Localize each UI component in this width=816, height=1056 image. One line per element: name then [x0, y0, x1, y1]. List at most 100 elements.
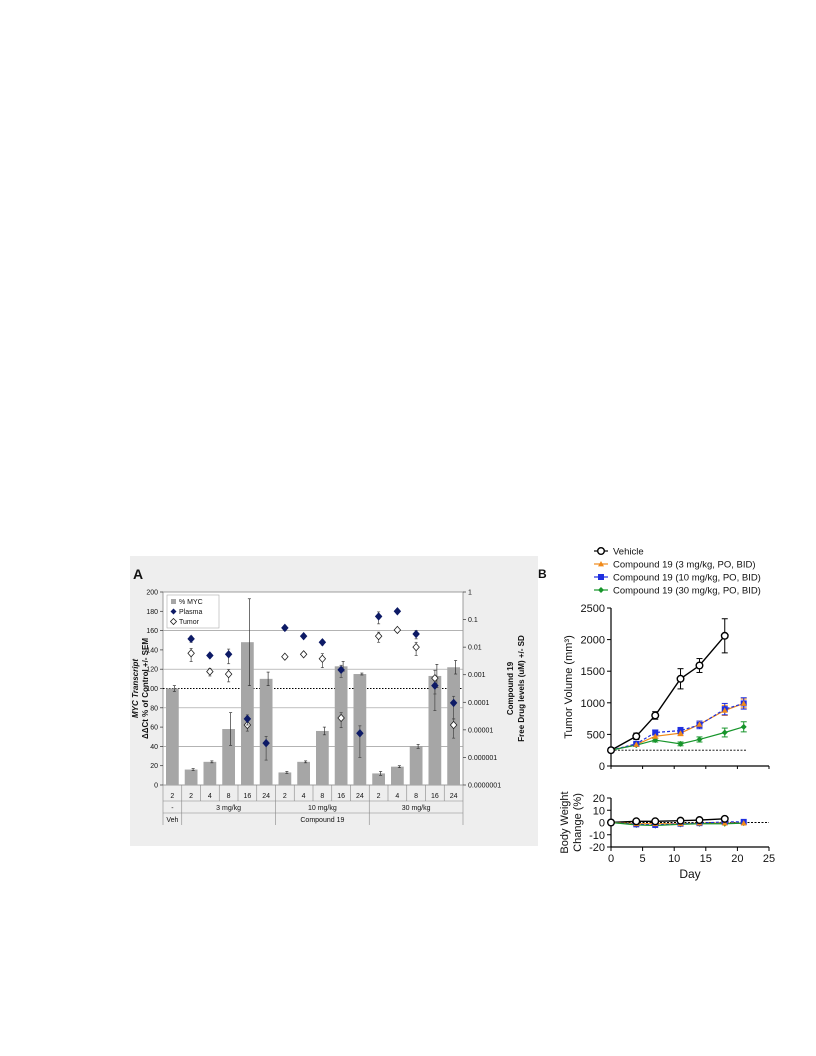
panel-b-legend-marker	[597, 547, 606, 556]
panel-a-tumor-point	[393, 625, 402, 635]
panel-a-y-tick-label: 20	[150, 763, 158, 770]
panel-a-x-tick-label: 8	[414, 793, 418, 800]
panel-b-bottom-marker	[695, 816, 704, 825]
panel-a-treatment-label: Compound 19	[300, 817, 344, 824]
panel-a-plasma-point	[299, 631, 308, 641]
panel-a-plasma-point	[374, 612, 383, 621]
panel-a-dose-group-label: 3 mg/kg	[216, 805, 241, 812]
panel-b-top-marker	[740, 700, 747, 706]
panel-a-y2-tick-label: 0.1	[468, 617, 478, 624]
panel-a-y2-tick-label: 0.00001	[468, 727, 493, 734]
panel-a-tumor-point	[449, 720, 458, 730]
panel-a-legend-swatch	[169, 617, 178, 626]
panel-a-tumor-point	[224, 669, 233, 679]
panel-b-legend-marker	[598, 574, 604, 580]
panel-a-y2-tick-label: 0.0000001	[468, 783, 501, 790]
panel-a-bar	[259, 678, 273, 785]
panel-a-y-tick-label: 140	[146, 647, 158, 654]
panel-b-bottom-y-tick-label: 0	[599, 818, 605, 830]
panel-a-plasma-point	[187, 634, 195, 644]
panel-b-top-marker	[696, 721, 703, 727]
panel-a-plasma-point	[337, 665, 345, 675]
panel-b-top-marker	[720, 631, 729, 640]
panel-a-x-tick-label: 16	[337, 793, 345, 800]
panel-b-bottom-marker	[740, 820, 747, 826]
panel-b-top-y-tick-label: 1000	[581, 698, 605, 710]
panel-b-bottom-y-tick-label: 20	[593, 793, 605, 805]
panel-b-bottom-y-axis-label: Body Weight	[559, 791, 571, 853]
panel-b-bottom-y-tick-label: -10	[589, 830, 605, 842]
panel-b-letter: B	[538, 567, 547, 581]
panel-a-plasma-point	[206, 651, 214, 660]
panel-a-y-tick-label: 200	[146, 590, 158, 597]
panel-a-plasma-point	[412, 629, 420, 639]
panel-a-tumor-point	[337, 713, 345, 723]
panel-a-x-tick-label: 16	[431, 793, 439, 800]
panel-a-x-tick-label: 2	[170, 793, 174, 800]
panel-a-dose-group-label: -	[171, 805, 174, 812]
panel-a-x-tick-label: 2	[377, 793, 381, 800]
panel-a-legend-label: Plasma	[179, 609, 202, 616]
panel-b-legend-marker	[598, 587, 604, 593]
panel-a-plasma-point	[356, 729, 364, 738]
panel-b-bottom-x-tick-label: 5	[640, 853, 646, 865]
panel-b-bottom-series-line	[610, 818, 725, 824]
panel-a-x-tick-label: 2	[189, 793, 193, 800]
panel-a-bar	[184, 769, 198, 785]
panel-a-x-tick-label: 8	[227, 793, 231, 800]
panel-a-bar	[391, 766, 404, 785]
panel-b-bottom-marker	[676, 816, 685, 825]
panel-a-bar	[297, 761, 310, 785]
panel-a-y-tick-label: 100	[146, 686, 158, 693]
panel-a-x-tick-label: 16	[243, 793, 251, 800]
panel-a-y-tick-label: 60	[150, 725, 158, 732]
panel-b-top-series-line	[610, 635, 726, 751]
panel-a-y2-tick-label: 0.001	[468, 672, 486, 679]
panel-a-bar	[372, 773, 385, 785]
panel-a-tumor-point	[187, 649, 195, 658]
panel-b-top-marker	[652, 733, 659, 739]
panel-a-y2-axis-label: Free Drug levels (uM) +/- SD	[517, 635, 526, 742]
panel-b-top-marker	[740, 723, 747, 730]
panel-b-legend-label: Compound 19 (3 mg/kg, PO, BID)	[613, 560, 756, 571]
panel-b-top-marker	[632, 732, 641, 741]
panel-a-y-tick-label: 40	[150, 744, 158, 751]
panel-b-top-marker	[633, 741, 640, 747]
panel-b-bottom-marker	[632, 817, 641, 826]
panel-b-top-marker	[696, 736, 703, 743]
panel-a-bar	[222, 729, 235, 785]
panel-a-letter: A	[133, 566, 143, 582]
panel-a-tumor-point	[412, 642, 420, 652]
panel-a-x-tick-label: 24	[262, 793, 270, 800]
panel-a-bar	[278, 772, 292, 785]
panel-a-plasma-point	[449, 698, 458, 708]
panel-b-top-marker	[652, 729, 659, 736]
panel-a-bar	[166, 688, 179, 785]
panel-a-plasma-point	[262, 738, 270, 748]
panel-a-bar	[409, 746, 423, 785]
panel-a-dose-group-label: 30 mg/kg	[402, 805, 431, 812]
panel-a-y2-axis-label: Compound 19	[506, 661, 515, 715]
panel-a-y-axis-label: MYC Transcript	[131, 659, 140, 718]
panel-a-bar	[428, 675, 442, 785]
panel-b-legend-label: Vehicle	[613, 547, 644, 558]
panel-a-plasma-point	[393, 607, 402, 616]
panel-b-top-marker	[676, 674, 685, 683]
panel-a-dose-group-label: 10 mg/kg	[308, 805, 337, 812]
panel-a-y2-tick-label: 1	[468, 590, 472, 597]
panel-a-y2-tick-label: 0.0001	[468, 700, 490, 707]
panel-a-treatment-label: Veh	[166, 817, 178, 824]
panel-a-y-tick-label: 80	[150, 705, 158, 712]
panel-a-y-tick-label: 120	[146, 667, 158, 674]
panel-b-legend-label: Compound 19 (30 mg/kg, PO, BID)	[613, 586, 761, 597]
panel-b-bottom-x-tick-label: 10	[668, 853, 680, 865]
panel-a-plasma-point	[243, 714, 252, 724]
panel-b-top-y-tick-label: 2000	[581, 635, 605, 647]
panel-a-x-tick-label: 4	[208, 793, 212, 800]
panel-a-tumor-point	[281, 652, 289, 661]
panel-a-x-tick-label: 4	[395, 793, 399, 800]
panel-b-bottom-x-tick-label: 25	[763, 853, 775, 865]
panel-a-plasma-point	[281, 623, 289, 633]
